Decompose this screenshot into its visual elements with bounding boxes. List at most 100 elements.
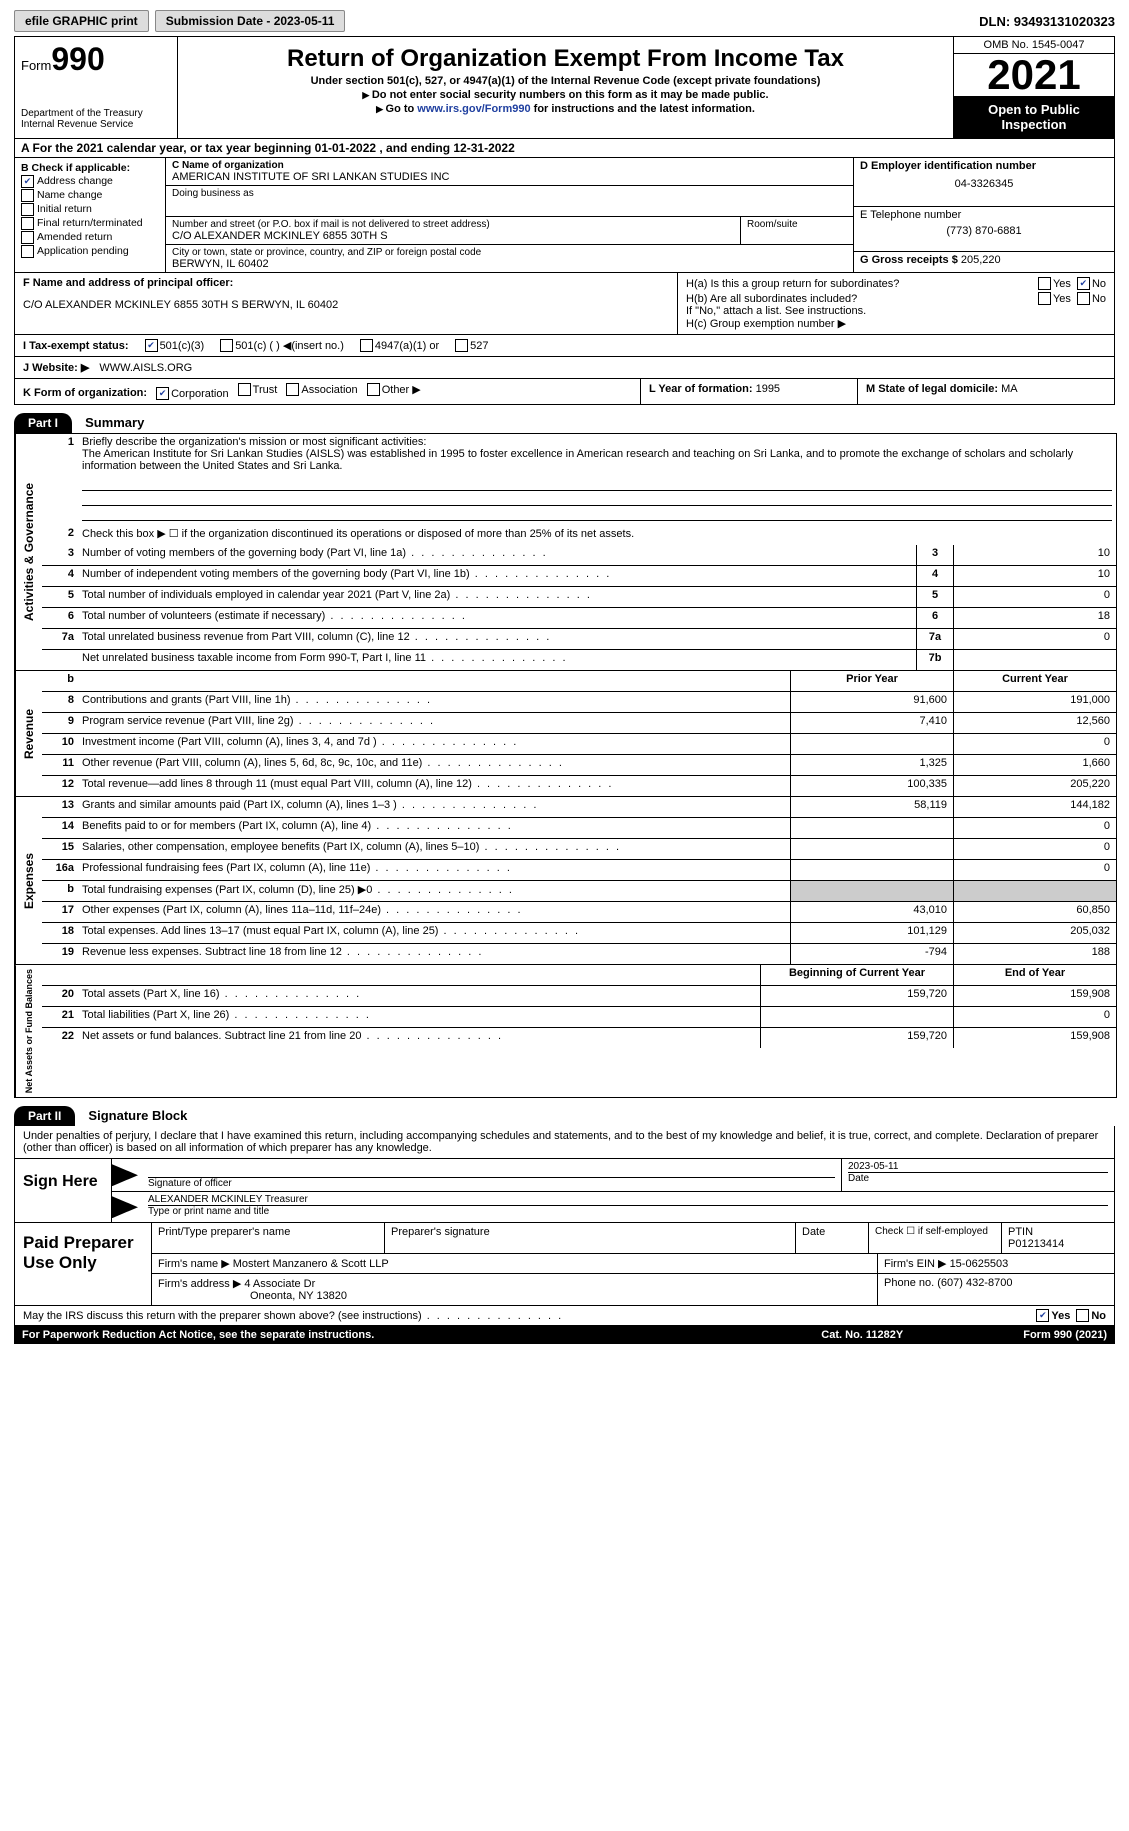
officer-sig-label: Signature of officer bbox=[148, 1177, 835, 1189]
ha-yes[interactable] bbox=[1038, 277, 1051, 290]
gov-box: 4 bbox=[916, 566, 953, 586]
gov-box: 6 bbox=[916, 608, 953, 628]
net-by: 159,720 bbox=[760, 986, 953, 1006]
colb-check-0[interactable]: ✔ bbox=[21, 175, 34, 188]
status-4947[interactable] bbox=[360, 339, 373, 352]
exp-py bbox=[790, 860, 953, 880]
exp-desc: Salaries, other compensation, employee b… bbox=[78, 839, 790, 859]
prior-year-hdr: Prior Year bbox=[790, 671, 953, 691]
preparer-block: Paid Preparer Use Only Print/Type prepar… bbox=[14, 1223, 1115, 1306]
prep-sig-label: Preparer's signature bbox=[385, 1223, 796, 1253]
ptin-value: P01213414 bbox=[1008, 1238, 1108, 1250]
begin-year-hdr: Beginning of Current Year bbox=[760, 965, 953, 985]
discuss-yes[interactable]: ✔ bbox=[1036, 1309, 1049, 1322]
netassets-section: Net Assets or Fund Balances Beginning of… bbox=[14, 965, 1117, 1098]
ha-no[interactable]: ✔ bbox=[1077, 277, 1090, 290]
status-527[interactable] bbox=[455, 339, 468, 352]
public-inspection: Open to Public Inspection bbox=[954, 96, 1114, 138]
rev-cy: 12,560 bbox=[953, 713, 1116, 733]
tax-status-row: I Tax-exempt status: ✔501(c)(3) 501(c) (… bbox=[14, 335, 1115, 357]
exp-cy: 144,182 bbox=[953, 797, 1116, 817]
rev-desc: Total revenue—add lines 8 through 11 (mu… bbox=[78, 776, 790, 796]
colb-check-3[interactable] bbox=[21, 217, 34, 230]
hb-yes[interactable] bbox=[1038, 292, 1051, 305]
hb-no[interactable] bbox=[1077, 292, 1090, 305]
sig-date: 2023-05-11 bbox=[848, 1161, 1108, 1172]
website-value: WWW.AISLS.ORG bbox=[99, 362, 192, 374]
rev-cy: 191,000 bbox=[953, 692, 1116, 712]
ptin-label: PTIN bbox=[1008, 1226, 1108, 1238]
rev-desc: Other revenue (Part VIII, column (A), li… bbox=[78, 755, 790, 775]
city-value: BERWYN, IL 60402 bbox=[172, 258, 847, 270]
colb-check-5[interactable] bbox=[21, 245, 34, 258]
dept-label: Department of the Treasury Internal Reve… bbox=[21, 108, 171, 130]
officer-name: ALEXANDER MCKINLEY Treasurer bbox=[148, 1194, 1108, 1205]
net-ey: 159,908 bbox=[953, 986, 1116, 1006]
firm-ein: 15-0625503 bbox=[950, 1258, 1009, 1270]
hb-note: If "No," attach a list. See instructions… bbox=[686, 305, 1106, 317]
exp-py: 101,129 bbox=[790, 923, 953, 943]
part2-header: Part II bbox=[14, 1106, 75, 1126]
dba-label: Doing business as bbox=[172, 188, 847, 199]
korg-corp[interactable]: ✔ bbox=[156, 387, 169, 400]
paid-preparer-label: Paid Preparer Use Only bbox=[15, 1223, 152, 1305]
exp-desc: Revenue less expenses. Subtract line 18 … bbox=[78, 944, 790, 964]
form-header: Form990 Department of the Treasury Inter… bbox=[14, 36, 1115, 139]
exp-cy: 188 bbox=[953, 944, 1116, 964]
korg-assoc[interactable] bbox=[286, 383, 299, 396]
exp-py: 43,010 bbox=[790, 902, 953, 922]
discuss-no[interactable] bbox=[1076, 1309, 1089, 1322]
tax-year: 2021 bbox=[954, 54, 1114, 96]
korg-other[interactable] bbox=[367, 383, 380, 396]
firm-name: Mostert Manzanero & Scott LLP bbox=[233, 1258, 389, 1270]
paperwork-notice: For Paperwork Reduction Act Notice, see … bbox=[22, 1329, 821, 1341]
gov-desc: Total number of volunteers (estimate if … bbox=[78, 608, 916, 628]
status-501c3[interactable]: ✔ bbox=[145, 339, 158, 352]
exp-desc: Total expenses. Add lines 13–17 (must eq… bbox=[78, 923, 790, 943]
governance-section: Activities & Governance 1 Briefly descri… bbox=[14, 433, 1117, 671]
submission-date-button[interactable]: Submission Date - 2023-05-11 bbox=[155, 10, 346, 32]
rev-py bbox=[790, 734, 953, 754]
col-b-title: B Check if applicable: bbox=[21, 162, 159, 174]
gov-val bbox=[953, 650, 1116, 670]
part1-header: Part I bbox=[14, 413, 72, 433]
ein-value: 04-3326345 bbox=[860, 178, 1108, 190]
hb-label: H(b) Are all subordinates included? bbox=[686, 293, 1032, 305]
revenue-section: Revenue b Prior Year Current Year 8Contr… bbox=[14, 671, 1117, 797]
line-a: A For the 2021 calendar year, or tax yea… bbox=[14, 139, 1115, 158]
top-bar: efile GRAPHIC print Submission Date - 20… bbox=[14, 10, 1115, 32]
dln-label: DLN: 93493131020323 bbox=[979, 14, 1115, 29]
colb-label-4: Amended return bbox=[37, 231, 112, 243]
rev-py: 91,600 bbox=[790, 692, 953, 712]
net-by: 159,720 bbox=[760, 1028, 953, 1048]
colb-label-0: Address change bbox=[37, 175, 113, 187]
exp-desc: Grants and similar amounts paid (Part IX… bbox=[78, 797, 790, 817]
gov-val: 0 bbox=[953, 629, 1116, 649]
ein-label: D Employer identification number bbox=[860, 160, 1108, 172]
phone-value: (773) 870-6881 bbox=[860, 225, 1108, 237]
colb-check-2[interactable] bbox=[21, 203, 34, 216]
rev-cy: 205,220 bbox=[953, 776, 1116, 796]
subtitle-3: Go to www.irs.gov/Form990 for instructio… bbox=[184, 103, 947, 115]
gross-label: G Gross receipts $ bbox=[860, 254, 958, 266]
gov-val: 0 bbox=[953, 587, 1116, 607]
korg-trust[interactable] bbox=[238, 383, 251, 396]
signature-block: Under penalties of perjury, I declare th… bbox=[14, 1126, 1115, 1223]
efile-print-button[interactable]: efile GRAPHIC print bbox=[14, 10, 149, 32]
status-501c[interactable] bbox=[220, 339, 233, 352]
rev-cy: 0 bbox=[953, 734, 1116, 754]
net-by bbox=[760, 1007, 953, 1027]
cat-no: Cat. No. 11282Y bbox=[821, 1329, 903, 1341]
footer: For Paperwork Reduction Act Notice, see … bbox=[14, 1326, 1115, 1344]
part1-title: Summary bbox=[75, 415, 144, 430]
irs-link[interactable]: www.irs.gov/Form990 bbox=[417, 103, 530, 115]
firm-city: Oneonta, NY 13820 bbox=[250, 1290, 347, 1302]
colb-check-1[interactable] bbox=[21, 189, 34, 202]
colb-check-4[interactable] bbox=[21, 231, 34, 244]
sign-here-label: Sign Here bbox=[15, 1159, 112, 1222]
gov-box: 7b bbox=[916, 650, 953, 670]
gov-val: 10 bbox=[953, 545, 1116, 565]
prep-date-label: Date bbox=[796, 1223, 869, 1253]
subtitle-1: Under section 501(c), 527, or 4947(a)(1)… bbox=[184, 75, 947, 87]
phone-label: E Telephone number bbox=[860, 209, 1108, 221]
